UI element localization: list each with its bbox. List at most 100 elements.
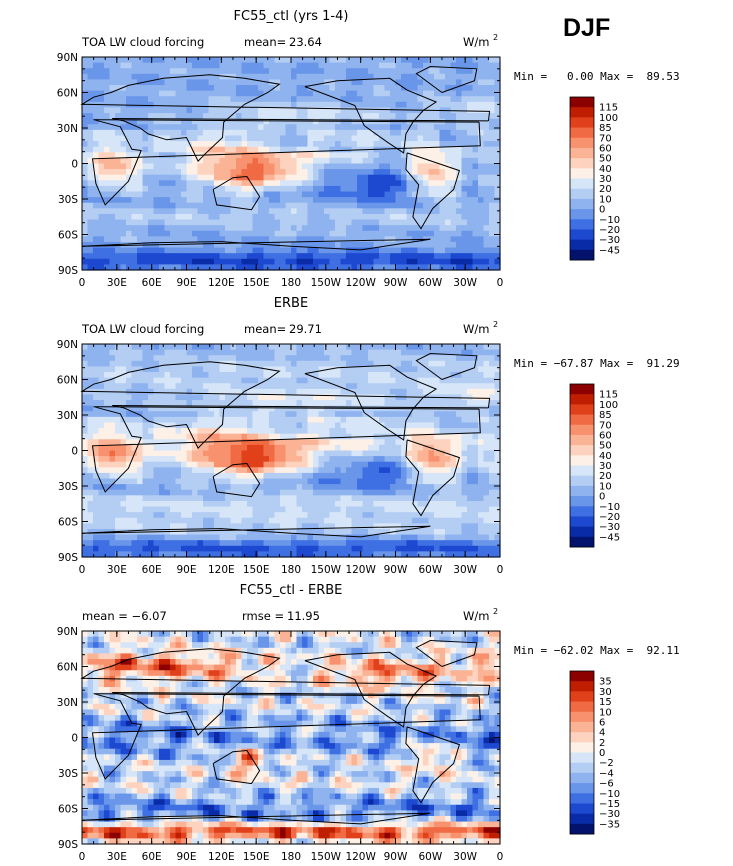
heatmap-cell xyxy=(263,450,270,457)
heatmap-cell xyxy=(203,467,210,474)
heatmap-cell xyxy=(368,62,375,69)
heatmap-cell xyxy=(291,439,298,446)
heatmap-cell xyxy=(241,163,248,170)
heatmap-cell xyxy=(236,146,243,153)
heatmap-cell xyxy=(335,129,342,137)
heatmap-cell xyxy=(483,472,490,480)
heatmap-cell xyxy=(274,416,281,424)
heatmap-cell xyxy=(98,124,105,131)
heatmap-cell xyxy=(87,157,94,165)
heatmap-cell xyxy=(247,372,254,379)
heatmap-cell xyxy=(82,241,89,249)
heatmap-cell xyxy=(472,225,479,232)
heatmap-cell xyxy=(307,355,314,362)
heatmap-cell xyxy=(412,344,419,351)
heatmap-cell xyxy=(373,90,380,97)
heatmap-cell xyxy=(296,422,303,429)
heatmap-cell xyxy=(373,152,380,159)
heatmap-cell xyxy=(197,444,204,452)
heatmap-cell xyxy=(137,152,144,159)
heatmap-cell xyxy=(296,101,303,109)
heatmap-cell xyxy=(252,124,259,131)
heatmap-cell xyxy=(307,90,314,97)
heatmap-cell xyxy=(417,247,424,254)
heatmap-cell xyxy=(456,433,463,440)
heatmap-cell xyxy=(494,124,501,131)
heatmap-cell xyxy=(126,219,133,226)
heatmap-cell xyxy=(258,124,265,131)
heatmap-cell xyxy=(318,355,325,362)
heatmap-cell xyxy=(263,141,270,148)
heatmap-cell xyxy=(335,377,342,384)
heatmap-cell xyxy=(115,163,122,170)
heatmap-cell xyxy=(390,174,397,181)
heatmap-cell xyxy=(368,377,375,384)
heatmap-cell xyxy=(98,62,105,69)
heatmap-cell xyxy=(373,377,380,384)
heatmap-cell xyxy=(351,422,358,429)
heatmap-cell xyxy=(247,388,254,396)
heatmap-cell xyxy=(401,197,408,204)
heatmap-cell xyxy=(489,208,496,215)
heatmap-cell xyxy=(362,62,369,69)
heatmap-cell xyxy=(340,96,347,103)
heatmap-cell xyxy=(230,247,237,254)
heatmap-cell xyxy=(203,185,210,193)
heatmap-cell xyxy=(450,450,457,457)
heatmap-cell xyxy=(423,264,430,271)
heatmap-cell xyxy=(203,230,210,237)
heatmap-cell xyxy=(346,62,353,69)
heatmap-cell xyxy=(197,383,204,390)
heatmap-cell xyxy=(351,258,358,265)
heatmap-cell xyxy=(82,230,89,237)
heatmap-cell xyxy=(346,101,353,109)
heatmap-cell xyxy=(318,68,325,75)
heatmap-cell xyxy=(203,383,210,390)
heatmap-cell xyxy=(472,394,479,401)
heatmap-cell xyxy=(346,163,353,170)
heatmap-cell xyxy=(406,174,413,181)
heatmap-cell xyxy=(142,377,149,384)
heatmap-cell xyxy=(164,264,171,271)
heatmap-cell xyxy=(494,360,501,368)
heatmap-cell xyxy=(197,135,204,142)
heatmap-cell xyxy=(280,146,287,153)
heatmap-cell xyxy=(417,241,424,249)
heatmap-cell xyxy=(131,180,138,187)
heatmap-cell xyxy=(285,219,292,226)
heatmap-cell xyxy=(494,372,501,379)
heatmap-cell xyxy=(340,416,347,424)
heatmap-cell xyxy=(263,439,270,446)
heatmap-cell xyxy=(351,191,358,198)
heatmap-cell xyxy=(302,180,309,187)
heatmap-cell xyxy=(93,383,100,390)
heatmap-cell xyxy=(467,241,474,249)
heatmap-cell xyxy=(82,411,89,418)
heatmap-cell xyxy=(164,197,171,204)
heatmap-cell xyxy=(164,461,171,468)
heatmap-cell xyxy=(280,96,287,103)
heatmap-cell xyxy=(307,96,314,103)
heatmap-cell xyxy=(461,85,468,92)
heatmap-cell xyxy=(384,163,391,170)
heatmap-cell xyxy=(351,180,358,187)
heatmap-cell xyxy=(379,411,386,418)
heatmap-cell xyxy=(357,411,364,418)
heatmap-cell xyxy=(186,236,193,243)
heatmap-cell xyxy=(181,247,188,254)
heatmap-cell xyxy=(230,349,237,356)
heatmap-cell xyxy=(98,135,105,142)
heatmap-cell xyxy=(208,394,215,401)
heatmap-cell xyxy=(203,129,210,137)
heatmap-cell xyxy=(208,450,215,457)
heatmap-cell xyxy=(412,101,419,109)
heatmap-cell xyxy=(291,366,298,373)
heatmap-cell xyxy=(302,96,309,103)
heatmap-cell xyxy=(115,372,122,379)
heatmap-cell xyxy=(346,394,353,401)
heatmap-cell xyxy=(461,461,468,468)
heatmap-cell xyxy=(280,141,287,148)
heatmap-cell xyxy=(445,57,452,64)
heatmap-cell xyxy=(230,85,237,92)
heatmap-cell xyxy=(197,157,204,165)
